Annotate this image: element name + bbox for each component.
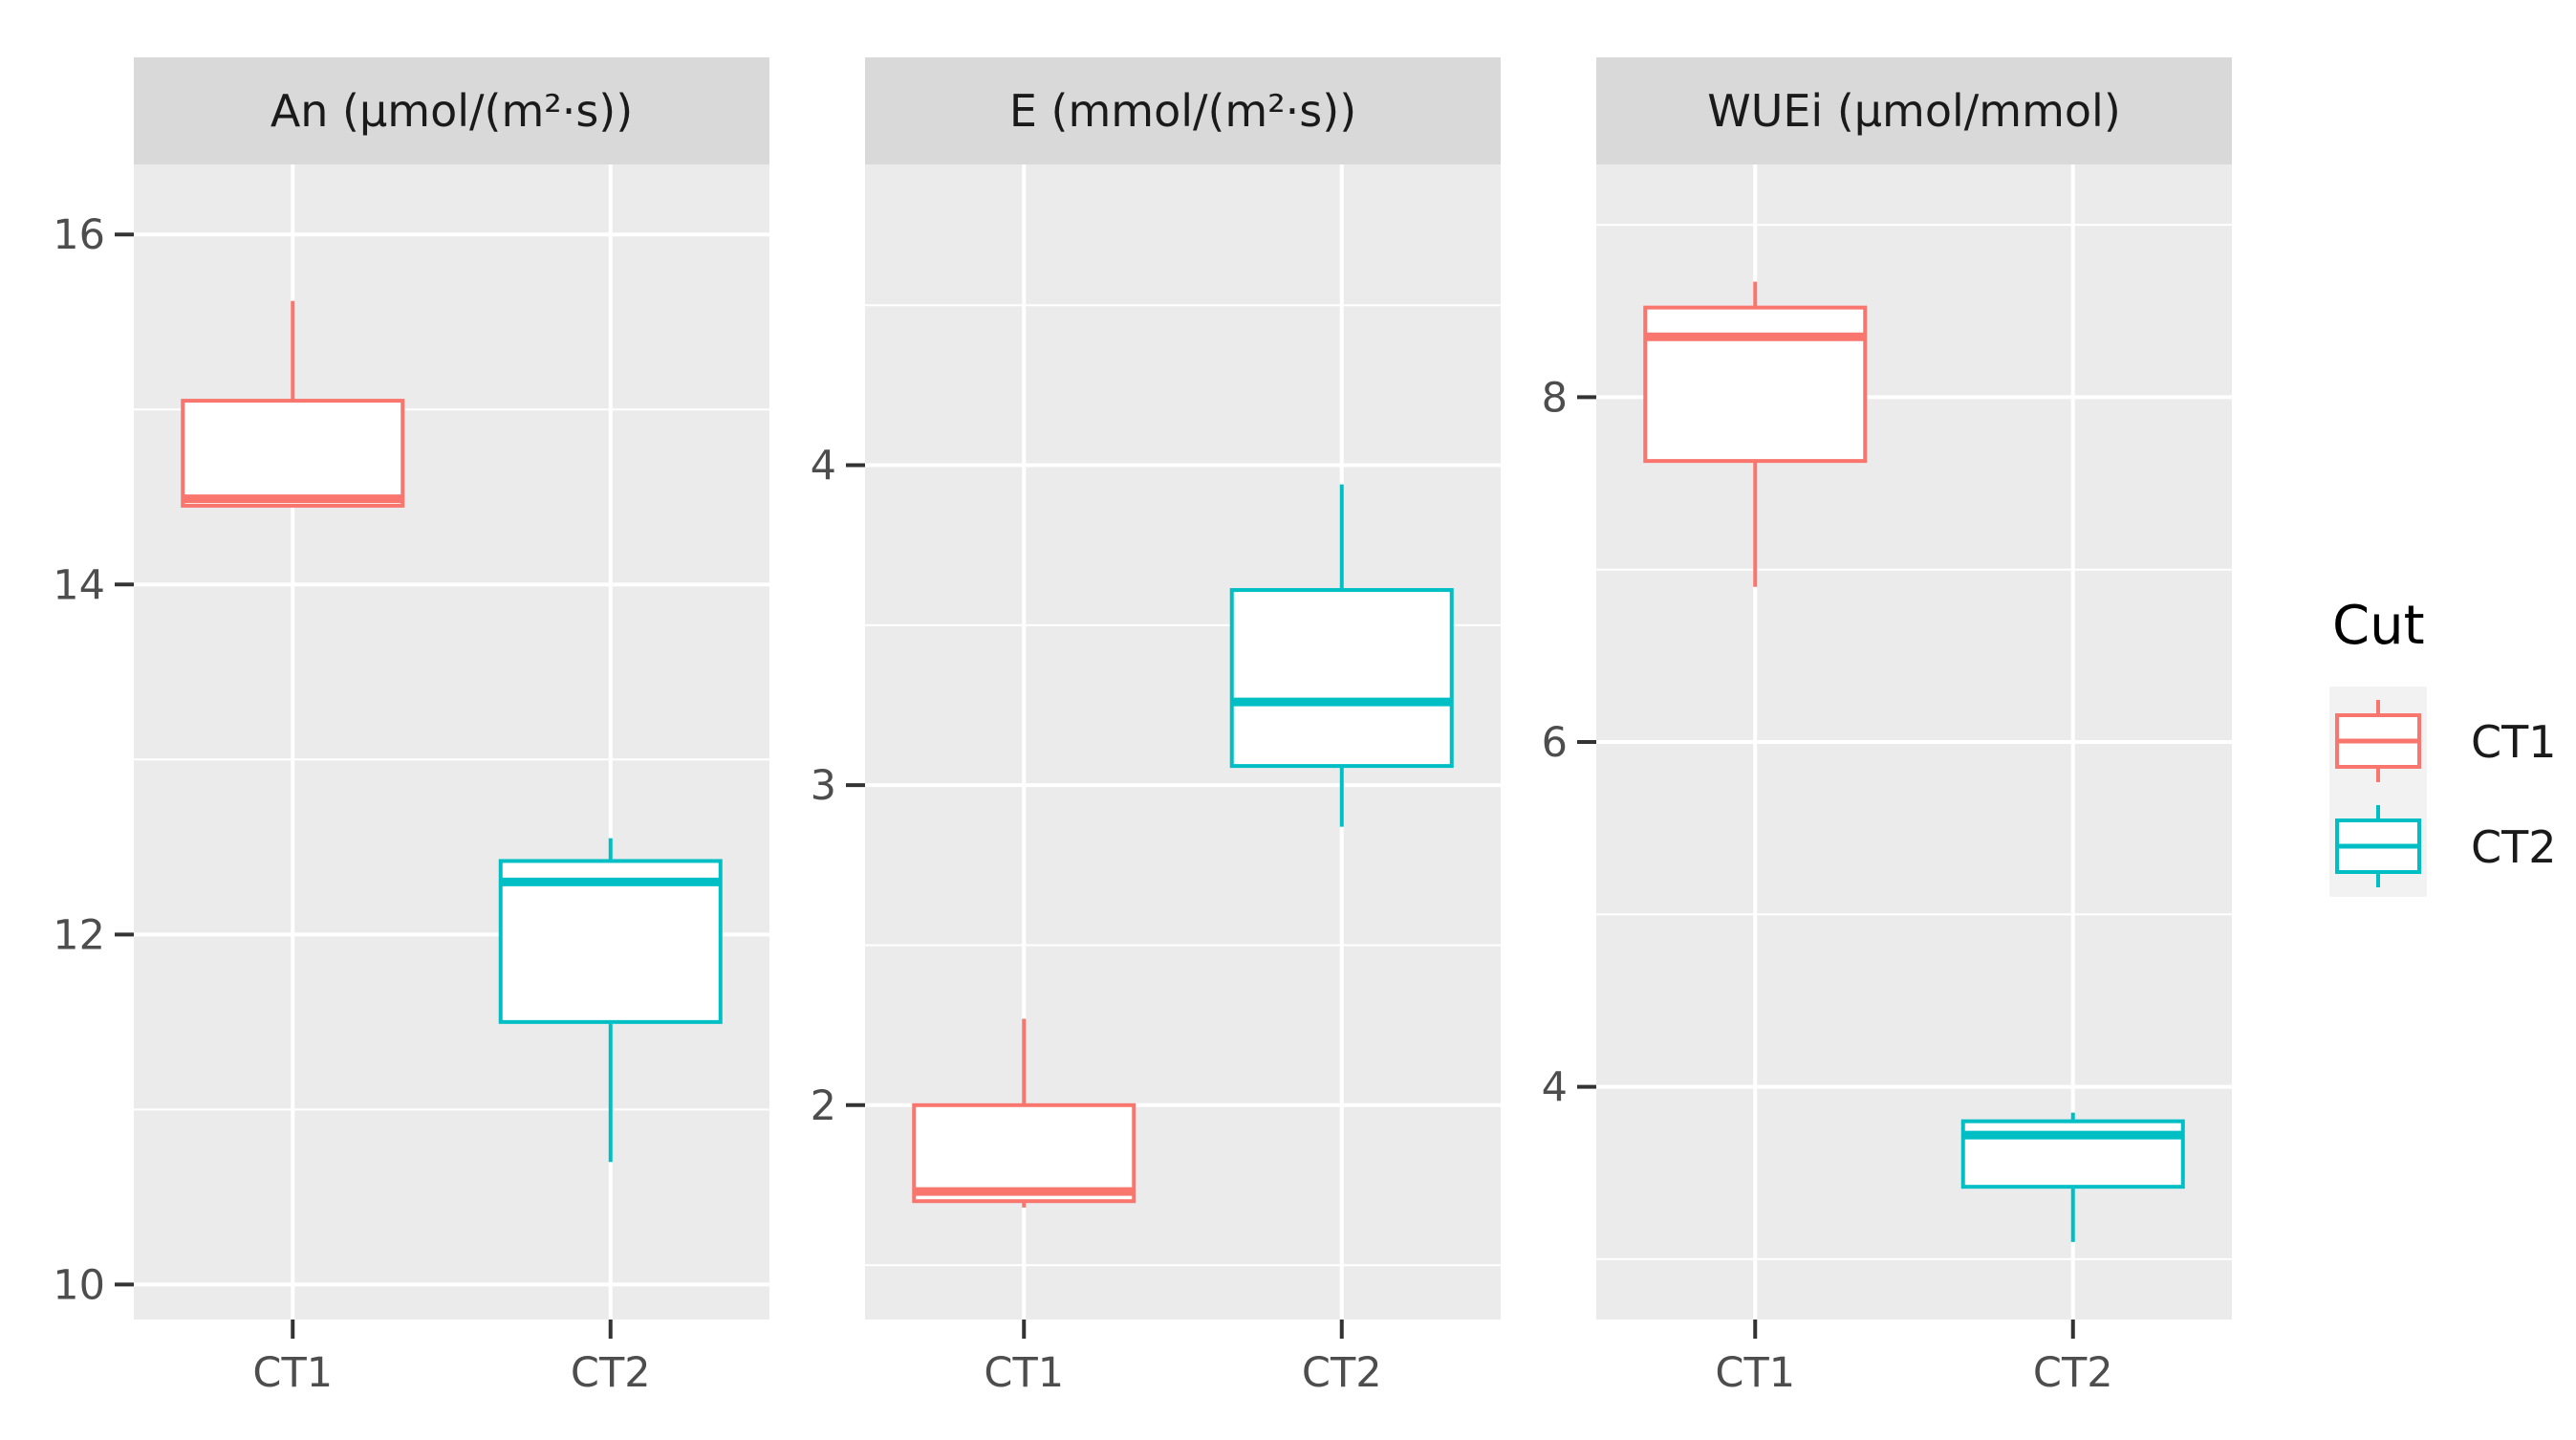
panel-background (134, 164, 769, 1320)
facet-strip-title: An (µmol/(m²·s)) (271, 85, 633, 137)
box-ct2 (1229, 484, 1454, 827)
y-tick-label: 10 (53, 1261, 105, 1309)
iqr-box (498, 859, 723, 1024)
legend-entry-ct1: CT1 (2335, 700, 2556, 782)
facet-panel-1: An (µmol/(m²·s)) 10 12 14 16 CT1 CT2 (53, 57, 769, 1397)
facet-strip (1596, 57, 2232, 164)
y-tick-label: 16 (53, 211, 105, 259)
y-tick-label: 4 (1542, 1064, 1568, 1112)
y-tick-label: 6 (1542, 719, 1568, 767)
y-tick-label: 14 (53, 561, 105, 609)
iqr-box (1643, 305, 1868, 464)
legend: Cut CT1 CT2 (2329, 595, 2556, 897)
x-tick-label: CT2 (1302, 1349, 1382, 1397)
facet-strip-title: E (mmol/(m²·s)) (1009, 85, 1356, 137)
facet-strip (865, 57, 1501, 164)
box-ct1 (181, 300, 405, 508)
facet-panel-3: WUEi (µmol/mmol) 4 6 8 CT1 CT2 (1542, 57, 2232, 1397)
iqr-box (1229, 588, 1454, 769)
box-ct2 (498, 838, 723, 1163)
x-tick-label: CT2 (571, 1349, 651, 1397)
box-ct1 (912, 1018, 1136, 1208)
y-tick-label: 2 (811, 1082, 836, 1130)
iqr-box (912, 1102, 1136, 1204)
y-tick-label: 8 (1542, 374, 1568, 422)
legend-label: CT1 (2471, 716, 2556, 768)
facet-panel-2: E (mmol/(m²·s)) 2 3 4 CT1 CT2 (811, 57, 1501, 1397)
x-tick-label: CT1 (984, 1349, 1064, 1397)
box-ct2 (1960, 1112, 2185, 1242)
iqr-box (181, 399, 405, 508)
legend-title: Cut (2332, 595, 2425, 657)
facet-strip (134, 57, 769, 164)
box-ct1 (1643, 281, 1868, 587)
legend-entry-ct2: CT2 (2335, 805, 2556, 887)
y-tick-label: 12 (53, 911, 105, 959)
x-tick-label: CT2 (2033, 1349, 2113, 1397)
legend-label: CT2 (2471, 821, 2556, 873)
x-tick-label: CT1 (1715, 1349, 1795, 1397)
y-tick-label: 3 (811, 762, 836, 810)
facet-strip-title: WUEi (µmol/mmol) (1707, 85, 2121, 137)
x-tick-label: CT1 (252, 1349, 333, 1397)
y-tick-label: 4 (811, 443, 836, 491)
